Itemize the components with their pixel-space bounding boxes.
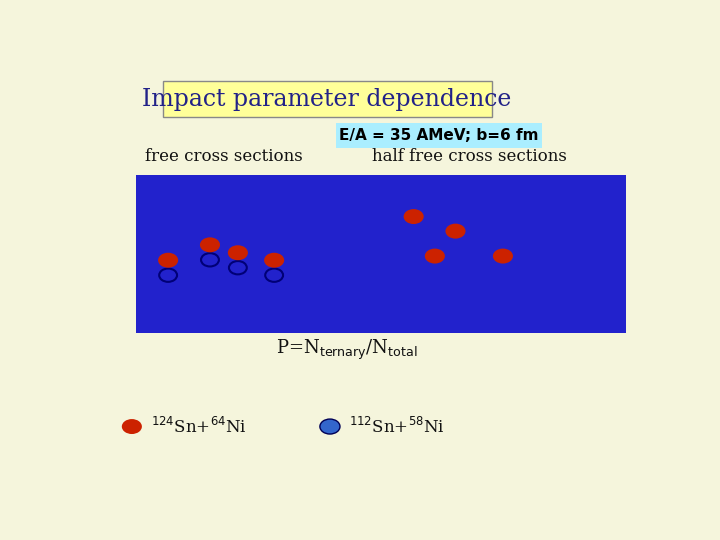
Text: P=N$_{\rm ternary}$/N$_{\rm total}$: P=N$_{\rm ternary}$/N$_{\rm total}$ <box>276 338 418 362</box>
Circle shape <box>446 224 466 239</box>
Circle shape <box>404 209 423 224</box>
Text: free cross sections: free cross sections <box>145 148 303 165</box>
Circle shape <box>228 245 248 260</box>
Circle shape <box>320 419 340 434</box>
Circle shape <box>264 253 284 268</box>
Circle shape <box>122 419 142 434</box>
Text: half free cross sections: half free cross sections <box>372 148 567 165</box>
Circle shape <box>493 248 513 264</box>
Text: E/A = 35 AMeV; b=6 fm: E/A = 35 AMeV; b=6 fm <box>339 128 539 143</box>
Text: $^{124}$Sn+$^{64}$Ni: $^{124}$Sn+$^{64}$Ni <box>151 416 247 437</box>
Circle shape <box>200 238 220 252</box>
FancyBboxPatch shape <box>336 123 542 148</box>
FancyBboxPatch shape <box>136 175 626 333</box>
FancyBboxPatch shape <box>163 82 492 117</box>
Text: Impact parameter dependence: Impact parameter dependence <box>143 87 512 111</box>
Text: $^{112}$Sn+$^{58}$Ni: $^{112}$Sn+$^{58}$Ni <box>349 416 446 437</box>
Circle shape <box>201 253 219 266</box>
Circle shape <box>265 268 283 282</box>
Circle shape <box>158 253 178 268</box>
Circle shape <box>425 248 445 264</box>
Circle shape <box>159 268 177 282</box>
Circle shape <box>229 261 247 274</box>
